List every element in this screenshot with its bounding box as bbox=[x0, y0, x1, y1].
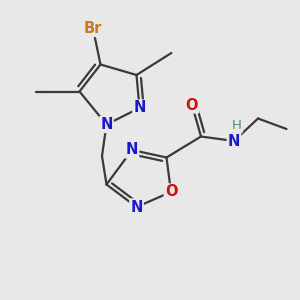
Text: N: N bbox=[228, 134, 240, 148]
Text: N: N bbox=[130, 200, 143, 214]
Text: N: N bbox=[133, 100, 146, 116]
Text: N: N bbox=[126, 142, 138, 158]
Text: O: O bbox=[186, 98, 198, 112]
Text: Br: Br bbox=[84, 21, 102, 36]
Text: N: N bbox=[100, 117, 113, 132]
Text: H: H bbox=[232, 119, 242, 132]
Text: O: O bbox=[165, 184, 177, 200]
